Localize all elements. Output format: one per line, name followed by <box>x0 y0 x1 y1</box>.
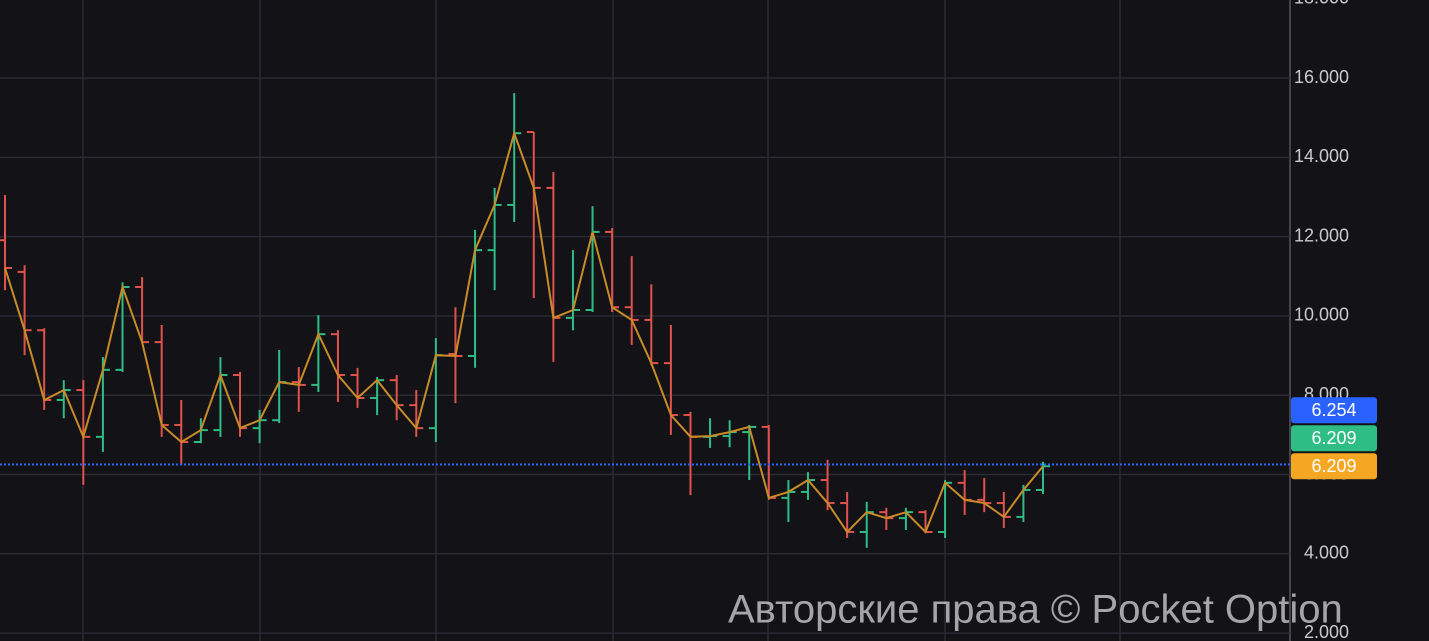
watermark: Авторские права © Pocket Option <box>728 588 1343 632</box>
price-tag <box>1291 453 1377 480</box>
price-tag-label: 6.254 <box>1311 400 1356 420</box>
price-tag-label: 6.209 <box>1311 456 1356 476</box>
y-tick-label: 14.000 <box>1294 146 1349 166</box>
close-line <box>4 129 1044 534</box>
y-tick-label: 4.000 <box>1304 543 1349 563</box>
y-tick-label: 10.000 <box>1294 305 1349 325</box>
price-tag-label: 6.209 <box>1311 428 1356 448</box>
vertical-grid <box>82 0 1121 641</box>
bars <box>0 93 1050 548</box>
y-tick-label: 16.000 <box>1294 67 1349 87</box>
price-tag <box>1291 425 1377 452</box>
y-tick-label: 2.000 <box>1304 622 1349 641</box>
price-tag <box>1291 397 1377 424</box>
y-tick-label: 12.000 <box>1294 225 1349 245</box>
y-tick-label: 18.000 <box>1294 0 1349 8</box>
